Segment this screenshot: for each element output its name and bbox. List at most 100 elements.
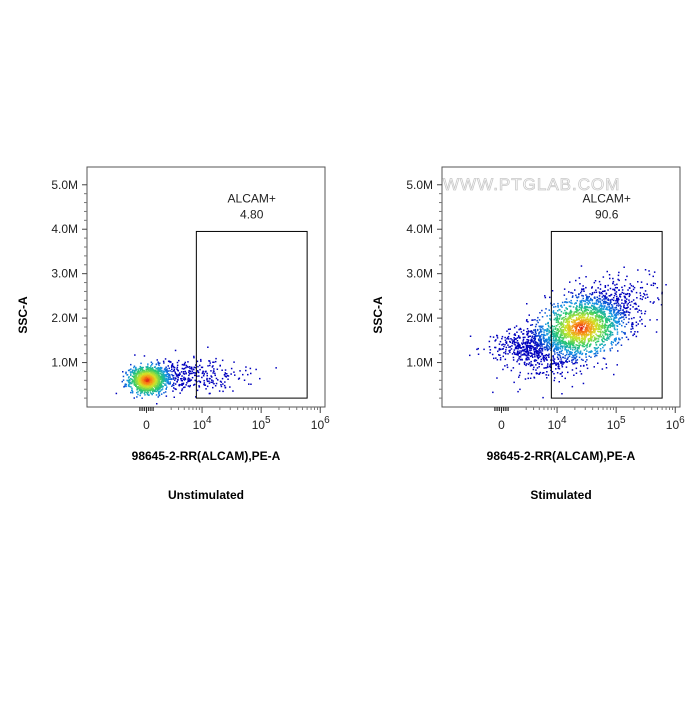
event-dot bbox=[618, 337, 620, 340]
event-dot bbox=[210, 375, 212, 377]
event-dot bbox=[527, 321, 529, 323]
event-dot bbox=[525, 341, 528, 343]
event-dot bbox=[644, 297, 647, 299]
event-dot bbox=[612, 297, 615, 299]
event-dot bbox=[136, 371, 139, 373]
event-dot bbox=[524, 354, 527, 356]
event-dot bbox=[602, 337, 604, 339]
event-dot bbox=[609, 287, 612, 290]
event-dot bbox=[175, 373, 178, 375]
event-dot bbox=[249, 367, 252, 370]
event-dot bbox=[576, 318, 578, 320]
event-dot bbox=[121, 380, 123, 383]
event-dot bbox=[536, 354, 538, 357]
event-dot bbox=[604, 305, 606, 307]
event-dot bbox=[167, 381, 169, 383]
event-dot bbox=[524, 361, 526, 364]
event-dot bbox=[568, 351, 571, 353]
event-dot bbox=[597, 324, 599, 326]
event-dot bbox=[605, 292, 608, 295]
event-dot bbox=[630, 284, 633, 287]
event-dot bbox=[190, 368, 193, 370]
event-dot bbox=[193, 356, 195, 359]
plot-frame bbox=[441, 166, 681, 408]
event-dot bbox=[542, 356, 544, 359]
event-dot bbox=[171, 368, 173, 370]
event-dot bbox=[153, 379, 156, 381]
event-dot bbox=[573, 324, 575, 326]
event-dot bbox=[619, 293, 621, 296]
event-dot bbox=[556, 343, 558, 346]
event-dot bbox=[141, 383, 143, 385]
event-dot bbox=[609, 316, 612, 318]
event-dot bbox=[157, 388, 159, 390]
event-dot bbox=[536, 335, 538, 337]
event-dot bbox=[575, 372, 578, 374]
event-dot bbox=[568, 333, 571, 336]
event-dot bbox=[581, 299, 583, 302]
event-dot bbox=[557, 348, 559, 351]
event-dot bbox=[599, 318, 602, 321]
event-dot bbox=[560, 350, 563, 352]
event-dot bbox=[522, 349, 525, 352]
event-dot bbox=[600, 332, 602, 334]
event-dot bbox=[625, 310, 628, 312]
gate-percent-label: 90.6 bbox=[595, 207, 619, 221]
event-dot bbox=[577, 332, 580, 334]
event-dot bbox=[557, 354, 559, 356]
event-dot bbox=[585, 318, 587, 321]
event-dot bbox=[519, 356, 522, 358]
y-tick-label: 3.0M bbox=[51, 267, 78, 281]
event-dot bbox=[167, 375, 169, 378]
event-dot bbox=[529, 344, 531, 347]
x-tick-label: 105 bbox=[252, 415, 271, 432]
event-dot bbox=[586, 364, 588, 366]
event-dot bbox=[588, 312, 591, 314]
event-dot bbox=[553, 379, 555, 382]
event-dot bbox=[191, 370, 193, 372]
event-dot bbox=[571, 356, 573, 359]
event-dot bbox=[538, 352, 541, 354]
event-dot bbox=[580, 304, 582, 306]
event-dot bbox=[590, 293, 593, 296]
event-dot bbox=[599, 288, 602, 290]
event-dot bbox=[646, 283, 648, 285]
event-dot bbox=[606, 296, 608, 298]
event-dot bbox=[588, 337, 591, 340]
event-dot bbox=[171, 364, 174, 366]
event-dot bbox=[579, 350, 582, 352]
event-dot bbox=[576, 333, 578, 335]
event-dot bbox=[187, 366, 189, 368]
event-dot bbox=[600, 291, 603, 294]
event-dot bbox=[575, 333, 577, 335]
event-dot bbox=[624, 311, 626, 313]
event-dot bbox=[130, 386, 132, 388]
event-dot bbox=[144, 382, 146, 384]
event-dot bbox=[607, 329, 609, 331]
event-dot bbox=[140, 366, 143, 369]
event-dot bbox=[583, 322, 586, 324]
event-dot bbox=[603, 350, 605, 352]
event-dot bbox=[624, 299, 626, 302]
event-dot bbox=[146, 366, 148, 368]
event-dot bbox=[513, 352, 516, 354]
event-dot bbox=[527, 341, 529, 343]
event-dot bbox=[605, 321, 608, 323]
event-dot bbox=[601, 292, 603, 295]
event-dot bbox=[498, 343, 501, 345]
event-dot bbox=[560, 321, 563, 323]
event-dot bbox=[533, 329, 535, 331]
event-dot bbox=[575, 339, 578, 341]
event-dot bbox=[566, 344, 569, 347]
event-dot bbox=[148, 384, 151, 387]
event-dot bbox=[555, 319, 558, 321]
y-tick-label: 2.0M bbox=[406, 311, 433, 325]
event-dot bbox=[128, 379, 131, 381]
event-dot bbox=[508, 338, 510, 340]
event-dot bbox=[590, 339, 592, 342]
event-dot bbox=[166, 368, 168, 370]
event-dot bbox=[615, 300, 617, 302]
event-dot bbox=[128, 376, 130, 378]
event-dot bbox=[572, 331, 574, 334]
event-dot bbox=[203, 373, 205, 375]
